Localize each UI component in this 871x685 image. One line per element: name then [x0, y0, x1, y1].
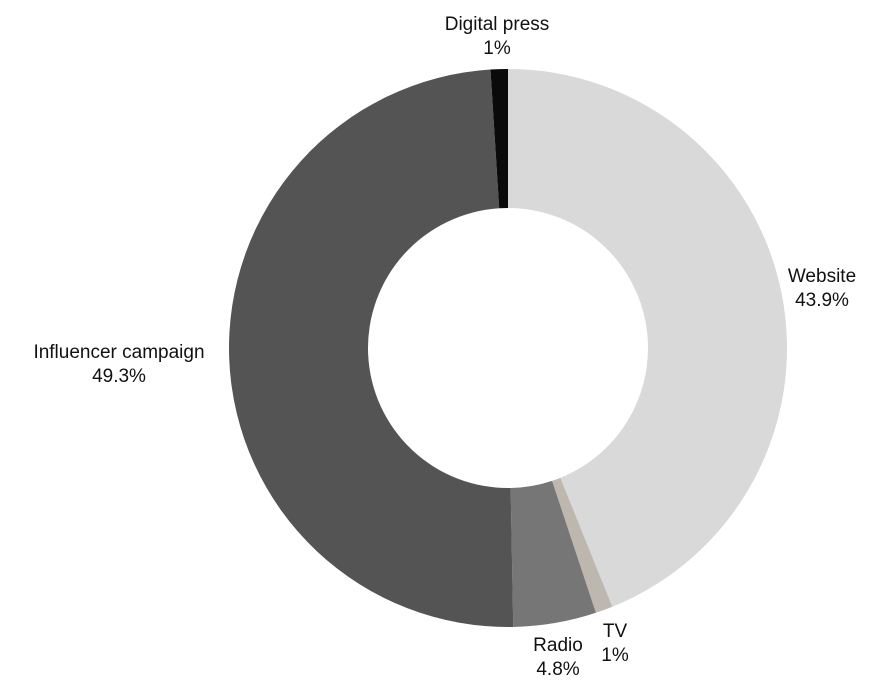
donut-slices	[228, 69, 788, 628]
slice-radio	[510, 480, 596, 627]
slice-influencer-campaign	[228, 69, 514, 628]
slice-label-website: Website	[788, 266, 856, 287]
slice-value-digital-press: 1%	[483, 38, 511, 59]
slice-digital-press	[490, 69, 508, 209]
slice-tv	[552, 477, 613, 613]
slice-value-tv: 1%	[601, 645, 629, 666]
slice-label-influencer-campaign: Influencer campaign	[33, 342, 204, 363]
slice-label-digital-press: Digital press	[445, 14, 550, 35]
slice-label-tv: TV	[603, 621, 628, 642]
slice-label-radio: Radio	[533, 635, 583, 656]
slice-website	[508, 69, 788, 607]
slice-value-radio: 4.8%	[536, 659, 579, 680]
slice-labels: Website 43.9% TV 1% Radio 4.8% Influencer camp…	[33, 14, 856, 680]
slice-value-influencer-campaign: 49.3%	[92, 366, 146, 387]
slice-value-website: 43.9%	[795, 290, 849, 311]
